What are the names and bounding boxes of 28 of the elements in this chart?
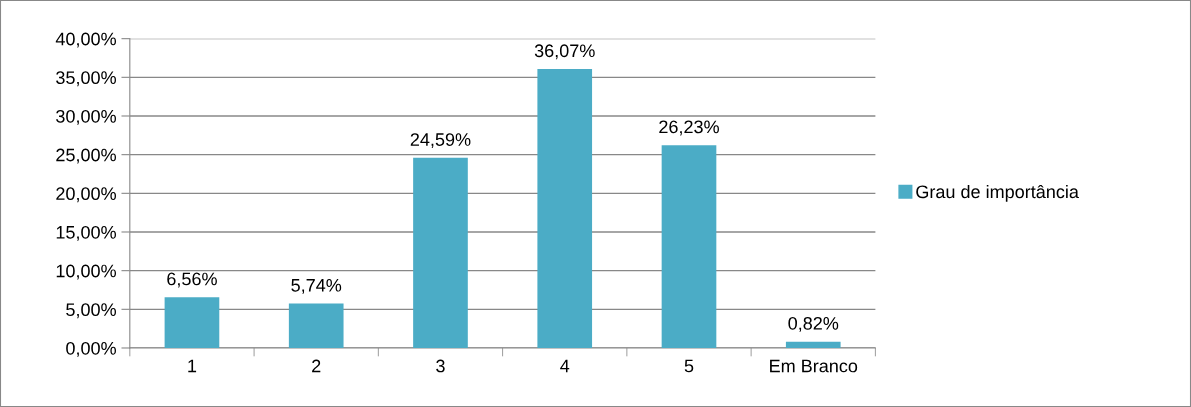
y-tick-label: 40,00% (55, 32, 116, 48)
data-label: 36,07% (534, 44, 595, 60)
y-tick-label: 5,00% (66, 303, 116, 319)
y-tick-label: 25,00% (56, 148, 116, 164)
x-tick-label: 2 (312, 359, 321, 373)
y-tick-label: 30,00% (56, 109, 116, 125)
data-label: 24,59% (410, 133, 471, 149)
y-tick-label: 0,00% (66, 341, 116, 357)
y-tick-label: 15,00% (56, 225, 116, 241)
y-tick-label: 20,00% (56, 187, 116, 203)
data-label: 26,23% (659, 120, 719, 136)
data-label: 5,74% (291, 278, 342, 294)
bar (413, 157, 468, 348)
x-tick-label: Em Branco (770, 359, 858, 373)
bar (785, 341, 841, 348)
bar (537, 69, 593, 348)
y-tick-label: 10,00% (56, 264, 116, 280)
x-tick-label: 5 (684, 359, 694, 373)
bar (164, 297, 220, 348)
bar (661, 145, 717, 348)
x-tick-label: 1 (188, 359, 197, 373)
legend-label: Grau de importância (916, 184, 1079, 202)
x-tick-label: 3 (436, 359, 445, 373)
data-label: 6,56% (167, 272, 217, 288)
data-label: 0,82% (788, 316, 839, 332)
bar (288, 303, 344, 348)
x-tick-label: 4 (560, 359, 570, 373)
y-tick-label: 35,00% (56, 71, 116, 87)
